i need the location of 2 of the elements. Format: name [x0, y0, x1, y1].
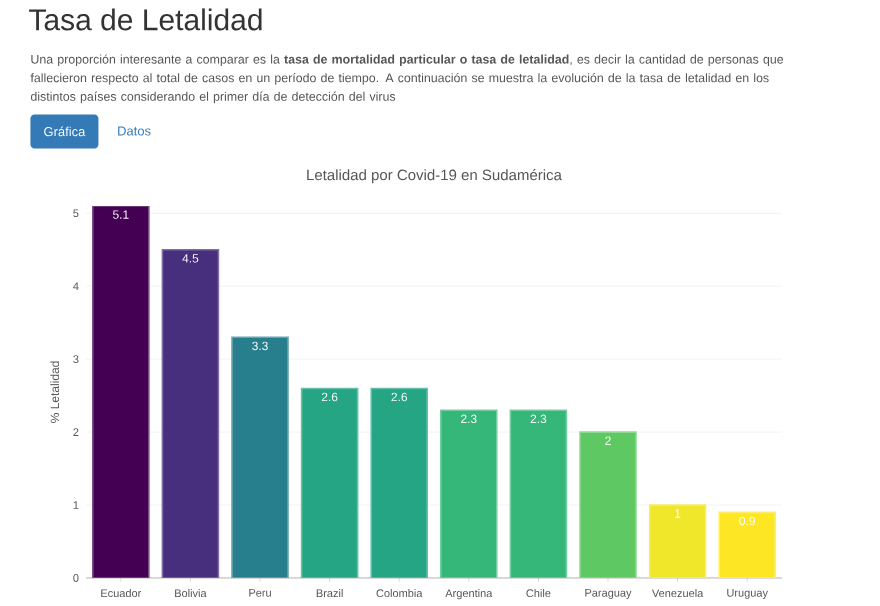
- text: Tasa de Letalidad: [29, 8, 262, 31]
- bar: [648, 504, 707, 578]
